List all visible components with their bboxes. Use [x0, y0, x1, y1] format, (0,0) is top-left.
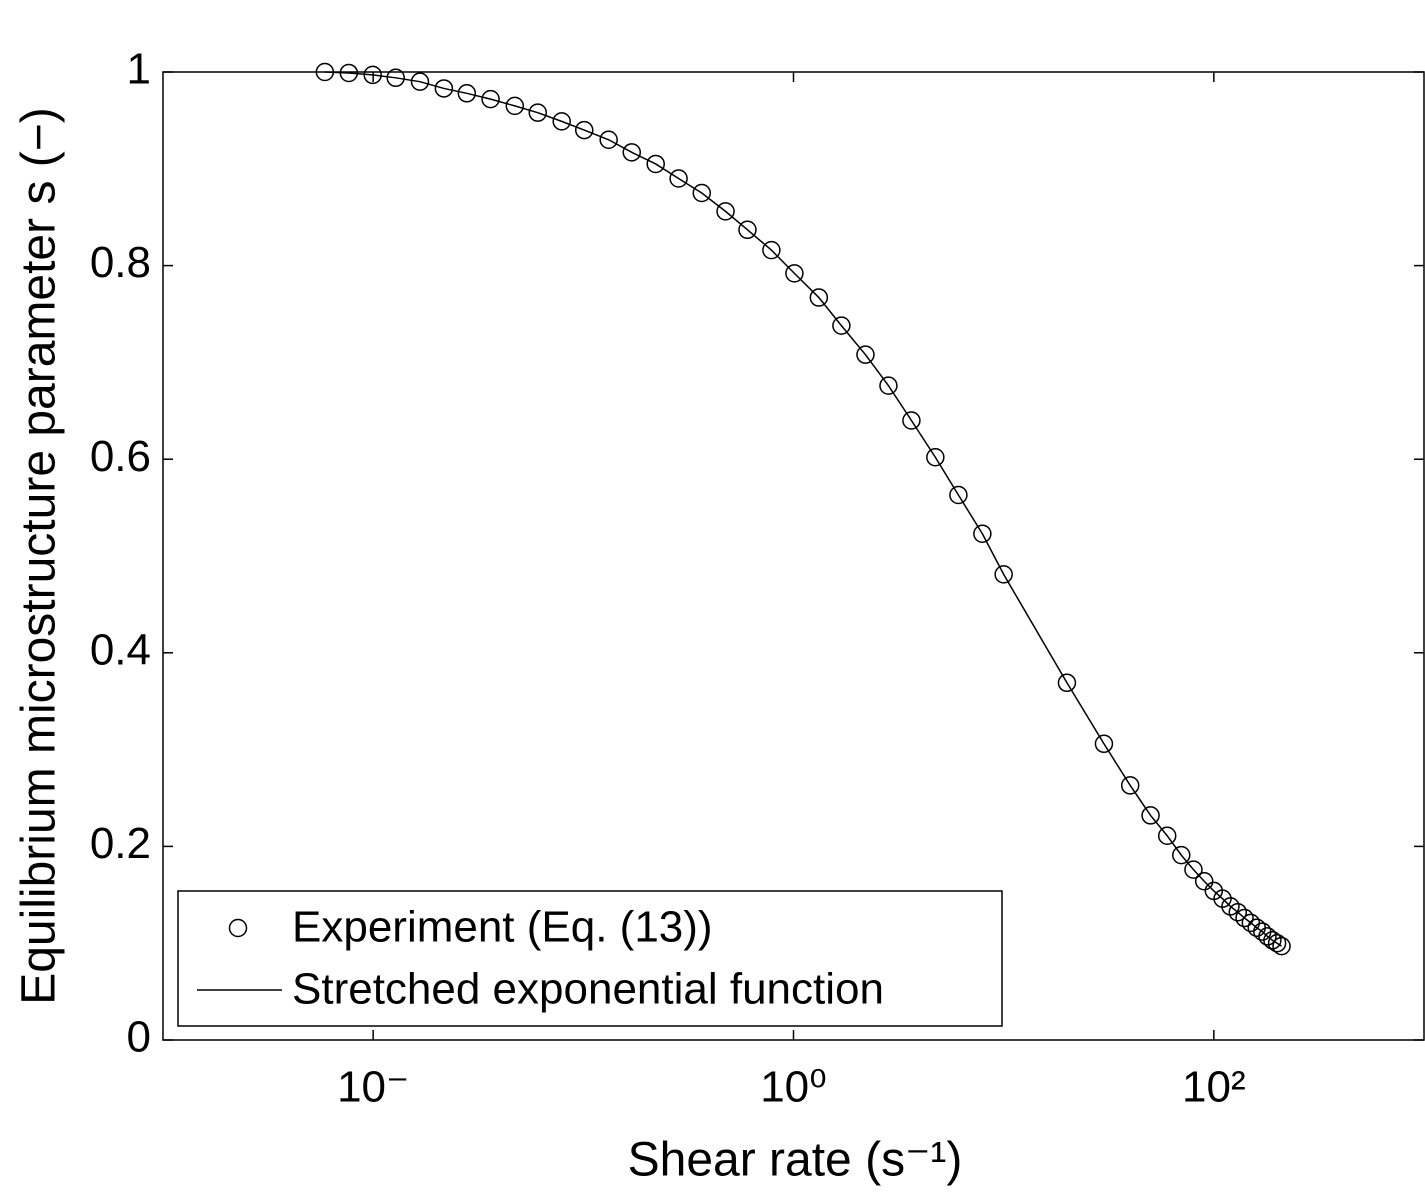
data-point	[434, 79, 454, 98]
legend-marker	[228, 918, 248, 938]
data-point	[902, 411, 921, 430]
data-point	[1172, 845, 1191, 865]
data-point	[994, 565, 1013, 584]
data-point	[716, 202, 735, 221]
data-point	[949, 485, 968, 505]
data-point	[1228, 902, 1248, 922]
y-tick-label: 0.4	[90, 625, 151, 674]
data-point	[646, 154, 665, 174]
y-tick-label: 0.6	[90, 432, 151, 481]
y-tick-label: 1	[127, 45, 151, 94]
data-point	[1157, 826, 1177, 846]
data-point	[809, 288, 829, 307]
x-axis-label: Shear rate (s⁻¹)	[628, 1134, 963, 1187]
data-point	[926, 448, 945, 467]
legend-label: Experiment (Eq. (13))	[292, 903, 713, 952]
data-point	[622, 143, 642, 162]
data-point	[692, 183, 712, 203]
y-tick-label: 0.8	[90, 238, 151, 287]
data-point	[505, 96, 525, 116]
data-point	[1235, 908, 1254, 928]
data-point	[1141, 806, 1160, 825]
data-point	[762, 240, 781, 260]
legend-label: Stretched exponential function	[292, 965, 884, 1014]
data-point	[1057, 673, 1077, 693]
data-point	[879, 376, 898, 395]
data-point	[1184, 860, 1203, 879]
data-point	[669, 169, 688, 188]
data-point	[973, 524, 992, 543]
data-point	[457, 84, 477, 103]
data-point	[386, 68, 405, 88]
data-point	[1263, 931, 1282, 950]
data-point	[856, 345, 875, 364]
data-point	[738, 220, 757, 240]
x-tick-label: 10²	[1182, 1063, 1246, 1112]
data-point	[1272, 936, 1291, 956]
y-tick-label: 0	[127, 1013, 151, 1062]
data-point	[599, 130, 618, 150]
data-point	[832, 316, 851, 335]
fit-line	[324, 71, 1282, 947]
data-point	[1094, 734, 1114, 754]
x-tick-label: 10⁻	[337, 1063, 409, 1112]
data-point	[785, 264, 804, 283]
data-point	[528, 103, 548, 122]
data-point	[1194, 871, 1214, 891]
data-point	[574, 120, 594, 140]
x-tick-label: 10⁰	[760, 1063, 827, 1112]
y-axis-label: Equilibrium microstructure parameter s (…	[13, 107, 66, 1005]
data-point	[1258, 927, 1277, 946]
data-point	[1120, 776, 1140, 795]
data-point	[410, 72, 430, 91]
data-point	[552, 112, 571, 131]
data-point	[481, 89, 500, 109]
y-tick-label: 0.2	[90, 819, 151, 868]
legend-box	[177, 890, 1003, 1027]
data-point	[1267, 933, 1287, 953]
